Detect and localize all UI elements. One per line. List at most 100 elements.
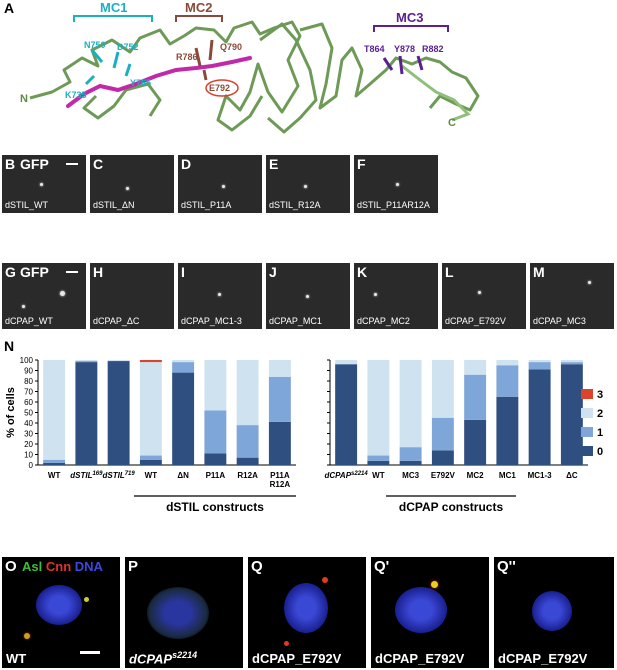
bar-segment-0	[528, 369, 551, 465]
centriole-dot	[126, 187, 129, 190]
x-tick-label: P11A	[270, 471, 290, 480]
centriole-dot	[40, 183, 43, 186]
residue-n750: N750	[84, 40, 106, 50]
y-tick-label: 80	[24, 377, 33, 386]
residue-k735: K735	[65, 90, 87, 100]
dna-blob	[147, 587, 209, 639]
panel-letter-a: A	[4, 0, 15, 16]
panel-letter: O	[5, 558, 17, 575]
group-label: dCPAP constructs	[399, 500, 504, 514]
centriole-dot	[306, 295, 309, 298]
bar-segment-1	[367, 455, 390, 461]
bar-segment-2	[431, 360, 454, 418]
legend-label: 0	[597, 446, 603, 458]
y-tick-label: 100	[20, 356, 34, 365]
bar-segment-2	[139, 362, 162, 456]
micrograph-b: B GFP dSTIL_WT	[2, 155, 86, 213]
panel-letter: B	[5, 156, 16, 172]
panel-caption: dSTIL_R12A	[269, 200, 321, 210]
panel-caption: dCPAP_E792V	[445, 316, 506, 326]
bar-segment-1	[236, 425, 259, 458]
bar-segment-0	[43, 462, 66, 465]
micrograph-i: I dCPAP_MC1-3	[178, 263, 262, 329]
bar-segment-0	[172, 372, 195, 465]
bar-segment-0	[236, 457, 259, 465]
bar-segment-0	[335, 364, 358, 465]
y-tick-label: 90	[24, 367, 33, 376]
bar-segment-0	[496, 396, 519, 465]
gfp-label: GFP	[20, 264, 49, 280]
bar-segment-0	[107, 361, 130, 465]
x-tick-label: WT	[145, 471, 158, 480]
bar-segment-2	[268, 360, 291, 377]
micrograph-j: J dCPAP_MC1	[266, 263, 350, 329]
panel-letter: H	[93, 264, 104, 280]
bar-segment-2	[107, 360, 130, 362]
bar-segment-2	[464, 360, 487, 375]
panel-letter: E	[269, 156, 279, 172]
bar-segment-1	[431, 417, 454, 451]
scale-bar	[66, 163, 78, 165]
y-tick-label: 40	[24, 419, 33, 428]
x-tick-label: dSTIL169	[70, 471, 103, 480]
panel-caption: dSTIL_WT	[5, 200, 49, 210]
residue-d752: D752	[117, 42, 139, 52]
legend-swatch-2	[581, 408, 593, 418]
panel-caption: dCPAP_ΔC	[93, 316, 140, 326]
e792-highlight	[205, 79, 239, 97]
dna-blob	[36, 585, 82, 625]
y-tick-label: 20	[24, 440, 33, 449]
panel-caption: WT	[6, 651, 27, 666]
y-tick-label: 30	[24, 430, 33, 439]
centrosome-spot	[322, 577, 328, 583]
scale-bar	[66, 271, 78, 273]
terminal-fragment-c	[401, 64, 471, 122]
legend-swatch-1	[581, 427, 593, 437]
bar-segment-1	[528, 362, 551, 370]
centrosome-spot	[24, 633, 30, 639]
x-tick-label: R12A	[270, 480, 291, 489]
structure-diagram: MC1 MC2 MC3 N750 D752 Y765 K735 R786 Q79…	[20, 0, 480, 134]
micrograph-l: L dCPAP_E792V	[442, 263, 526, 329]
micrograph-q-double-prime: Q'' dCPAP_E792V	[494, 557, 614, 668]
residue-y878: Y878	[394, 44, 415, 54]
bar-segment-1	[75, 361, 98, 363]
panel-caption: dCPAP_MC2	[357, 316, 410, 326]
legend-label: 3	[597, 389, 603, 401]
micrograph-c: C dSTIL_ΔN	[90, 155, 174, 213]
legend-swatch-0	[581, 446, 593, 456]
centrosome-spot	[284, 641, 289, 646]
bar-segment-0	[464, 419, 487, 465]
panel-letter: F	[357, 156, 366, 172]
panel-letter: K	[357, 264, 368, 280]
x-tick-label: MC2	[467, 471, 484, 480]
mc3-label: MC3	[396, 10, 423, 25]
n-terminus-label: N	[20, 93, 28, 105]
bar-segment-1	[560, 362, 583, 365]
y-axis-label: % of cells	[5, 387, 17, 438]
micrograph-d: D dSTIL_P11A	[178, 155, 262, 213]
micrograph-m: M dCPAP_MC3	[530, 263, 614, 329]
centrosome-spot	[431, 581, 438, 588]
residue-r882: R882	[422, 44, 444, 54]
x-tick-label: R12A	[237, 471, 258, 480]
residue-r786: R786	[176, 52, 198, 62]
bar-segment-1	[268, 376, 291, 422]
x-tick-label-sup: 719	[125, 471, 136, 477]
x-tick-label: ΔC	[566, 471, 578, 480]
x-tick-label-sup: 169	[92, 471, 103, 477]
y-tick-label: 10	[24, 451, 33, 460]
panel-caption: dCPAP_E792V	[498, 651, 588, 666]
x-tick-label: E792V	[431, 471, 456, 480]
stain-dna: DNA	[74, 559, 103, 574]
panel-caption: dSTIL_P11AR12A	[357, 200, 430, 210]
mc1-label: MC1	[100, 0, 127, 15]
micrograph-f: F dSTIL_P11AR12A	[354, 155, 438, 213]
mc1-bracket: MC1	[73, 0, 153, 22]
bar-segment-2	[236, 360, 259, 426]
stain-cnn: Cnn	[45, 559, 72, 574]
bar-segment-0	[431, 450, 454, 465]
panel-letter-n: N	[4, 338, 15, 354]
residue-e792: E792	[209, 83, 230, 93]
bar-segment-2	[560, 360, 583, 363]
